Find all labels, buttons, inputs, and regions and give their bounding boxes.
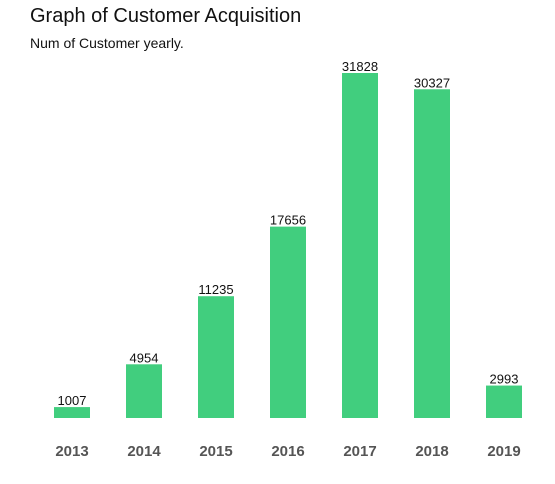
bar-2019 xyxy=(486,385,522,418)
x-tick-2019: 2019 xyxy=(487,443,520,460)
x-tick-2017: 2017 xyxy=(343,443,376,460)
x-axis-ticks: 2013 2014 2015 2016 2017 2018 2019 xyxy=(55,443,520,460)
bar-2014 xyxy=(126,364,162,418)
value-label-2017: 31828 xyxy=(342,59,378,74)
value-label-2016: 17656 xyxy=(270,213,306,228)
value-label-2014: 4954 xyxy=(130,350,159,365)
bar-2015 xyxy=(198,296,234,418)
x-tick-2013: 2013 xyxy=(55,443,88,460)
value-label-2015: 11235 xyxy=(198,282,233,297)
x-tick-2015: 2015 xyxy=(199,443,232,460)
chart-title: Graph of Customer Acquisition xyxy=(30,5,302,27)
bar-2018 xyxy=(414,89,450,418)
bar-2016 xyxy=(270,226,306,418)
bars-group xyxy=(54,73,522,418)
chart-subtitle: Num of Customer yearly. xyxy=(30,35,184,51)
x-tick-2018: 2018 xyxy=(415,443,448,460)
value-label-2019: 2993 xyxy=(490,372,519,387)
value-labels-group: 1007 4954 11235 17656 31828 30327 2993 xyxy=(58,59,519,408)
x-tick-2016: 2016 xyxy=(271,443,304,460)
value-label-2018: 30327 xyxy=(414,75,450,90)
bar-2017 xyxy=(342,73,378,418)
value-label-2013: 1007 xyxy=(58,393,87,408)
bar-2013 xyxy=(54,407,90,418)
x-tick-2014: 2014 xyxy=(127,443,161,460)
